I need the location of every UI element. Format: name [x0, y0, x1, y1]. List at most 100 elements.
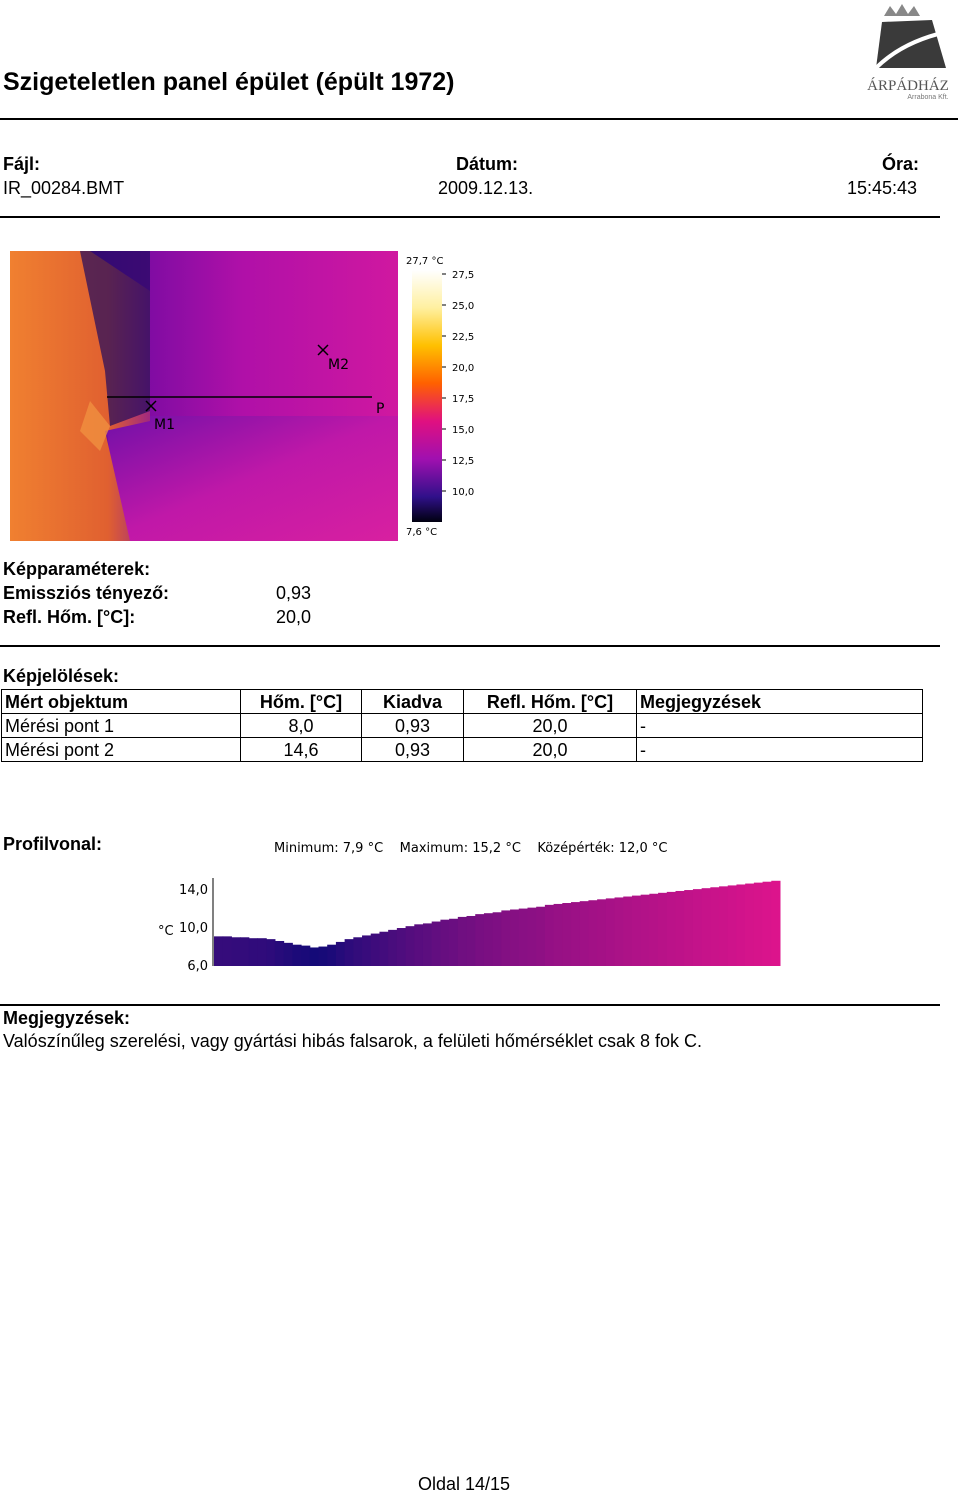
profile-chart: Minimum: 7,9 °C Maximum: 15,2 °C Középér…: [150, 830, 790, 980]
profile-bar: [292, 944, 302, 966]
marker-m2: M2: [328, 357, 349, 373]
profile-bar: [762, 881, 772, 966]
profile-heading: Profilvonal:: [3, 834, 103, 854]
scale-tick-label: 15,0: [452, 425, 474, 436]
table-cell: Mérési pont 1: [1, 713, 241, 738]
col-header: Kiadva: [361, 689, 464, 714]
col-header: Mért objektum: [1, 689, 241, 714]
file-value: IR_00284.BMT: [3, 178, 125, 198]
page-title: Szigeteletlen panel épület (épült 1972): [3, 68, 455, 96]
table-cell: 8,0: [240, 713, 362, 738]
logo-sub: Arrabona Kft.: [907, 94, 948, 101]
divider: [0, 645, 940, 647]
file-label: Fájl:: [3, 154, 41, 174]
profile-bar: [597, 899, 607, 966]
company-logo: ÁRPÁDHÁZ Arrabona Kft.: [862, 2, 954, 102]
profile-bar: [753, 882, 764, 966]
profile-bar: [492, 912, 502, 966]
time-value: 15:45:43: [847, 178, 918, 198]
profile-bar: [579, 901, 589, 966]
profile-bar: [501, 910, 511, 966]
col-header: Hőm. [°C]: [240, 689, 362, 714]
profile-bar: [475, 914, 485, 966]
logo-icon: ÁRPÁDHÁZ Arrabona Kft.: [867, 4, 949, 101]
profile-bar: [736, 884, 746, 966]
scale-tick-label: 12,5: [452, 456, 474, 467]
logo-brand: ÁRPÁDHÁZ: [867, 77, 949, 94]
profile-bar: [701, 888, 711, 966]
scale-tick-label: 27,5: [452, 270, 474, 281]
profile-bar: [422, 923, 433, 966]
profile-bar: [414, 924, 424, 966]
emission-value: 0,93: [276, 583, 312, 603]
table-cell: Mérési pont 2: [1, 737, 241, 762]
profile-bar: [658, 892, 668, 966]
profile-bar: [510, 909, 520, 966]
profile-bar: [483, 913, 494, 966]
profile-bar: [344, 939, 354, 966]
profile-bar: [362, 935, 372, 966]
profile-bar: [727, 885, 737, 966]
color-scale: 27,7 °C 7,6 °C 27,5 25,0 22,5 20,0 17,5 15,0 1…: [400, 250, 480, 545]
profile-bar: [449, 918, 459, 966]
table-cell: 20,0: [463, 713, 637, 738]
profile-bar: [745, 883, 755, 966]
profile-bar: [214, 936, 224, 966]
col-header: Refl. Hőm. [°C]: [463, 689, 637, 714]
profile-bar: [222, 936, 232, 966]
profile-bar: [466, 915, 476, 966]
scale-tick-label: 17,5: [452, 394, 474, 405]
profile-bar: [301, 945, 311, 966]
marker-p: P: [376, 401, 384, 417]
profile-bar: [605, 898, 616, 966]
table-cell: 0,93: [361, 737, 464, 762]
emission-label: Emissziós tényező:: [3, 583, 170, 603]
profile-bar: [431, 921, 441, 966]
profile-bar: [405, 926, 415, 966]
profile-bar: [396, 928, 407, 966]
profile-bar: [710, 887, 720, 966]
y-tick-label: 6,0: [187, 959, 208, 974]
profile-bar: [309, 947, 319, 966]
profile-bar: [257, 938, 267, 966]
table-cell: 14,6: [240, 737, 362, 762]
table-row: Mérési pont 2 14,6 0,93 20,0 -: [1, 737, 923, 762]
time-label: Óra:: [882, 154, 920, 174]
profile-bar: [562, 903, 572, 966]
refl-temp-value: 20,0: [276, 607, 312, 627]
profile-bar: [571, 902, 581, 966]
profile-bar: [327, 944, 337, 966]
profile-bar: [684, 890, 694, 966]
y-tick-label: 10,0: [179, 921, 208, 936]
profile-bar: [675, 890, 685, 966]
notes-heading: Megjegyzések:: [3, 1008, 131, 1028]
divider: [0, 1004, 940, 1006]
divider: [0, 118, 958, 120]
scale-tick-label: 10,0: [452, 487, 474, 498]
profile-bar: [640, 894, 650, 966]
page-number: Oldal 14/15: [417, 1474, 511, 1494]
date-value: 2009.12.13.: [438, 178, 534, 198]
scale-tick-label: 22,5: [452, 332, 474, 343]
profile-bar: [649, 893, 659, 966]
profile-bar: [666, 891, 677, 966]
profile-bar: [283, 942, 293, 966]
profile-bar: [440, 919, 450, 966]
profile-bar: [719, 886, 729, 966]
table-header-row: Mért objektum Hőm. [°C] Kiadva Refl. Hőm…: [1, 689, 923, 714]
notes-text: Valószínűleg szerelési, vagy gyártási hi…: [3, 1031, 702, 1051]
table-cell: -: [636, 737, 923, 762]
profile-bar: [588, 900, 598, 966]
profile-bar: [553, 903, 563, 966]
y-axis-unit: °C: [158, 924, 174, 939]
table-row: Mérési pont 1 8,0 0,93 20,0 -: [1, 713, 923, 738]
profile-bar: [335, 941, 346, 966]
profile-bar: [240, 937, 250, 966]
profile-bar: [248, 938, 259, 966]
marker-m1: M1: [154, 417, 175, 433]
profile-bar: [527, 907, 537, 966]
profile-bar: [266, 939, 276, 966]
profile-bar: [231, 937, 241, 966]
profile-bar: [614, 897, 624, 966]
col-header: Megjegyzések: [636, 689, 923, 714]
